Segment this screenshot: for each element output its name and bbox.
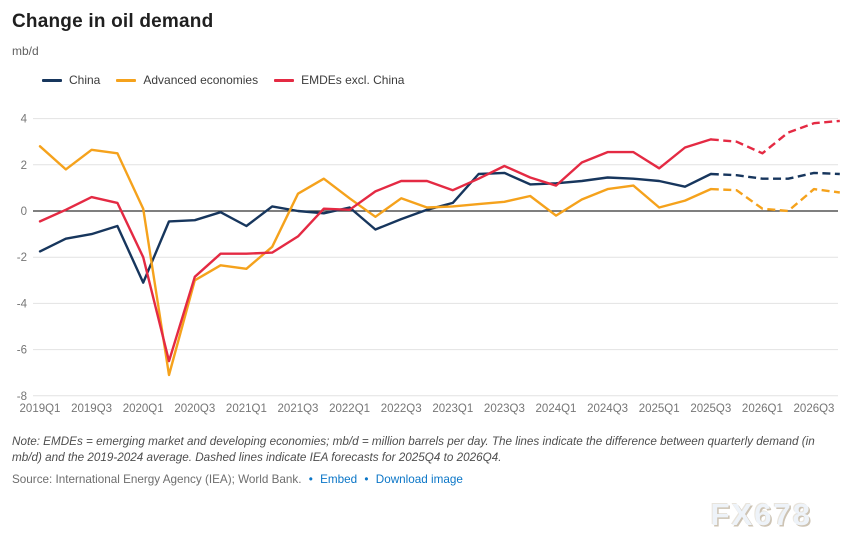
series-line-emdes-excl-china bbox=[38, 138, 712, 363]
series-line-advanced-economies bbox=[38, 145, 712, 377]
x-tick-label: 2024Q1 bbox=[536, 403, 577, 415]
x-tick-label: 2020Q3 bbox=[174, 403, 215, 415]
chart-area: 4 2 0 -2 -4 -6 -8 2019Q1 2019Q3 2020Q1 2020Q3 2021Q… bbox=[0, 91, 844, 428]
bullet-separator: • bbox=[308, 473, 313, 487]
advanced-economies-line-swatch bbox=[116, 78, 137, 82]
x-tick-label: 2023Q3 bbox=[484, 403, 525, 415]
y-tick-label: 2 bbox=[21, 160, 27, 172]
y-tick-label: -4 bbox=[17, 298, 28, 310]
y-tick-label: 0 bbox=[21, 206, 27, 218]
y-tick-label: 4 bbox=[21, 114, 28, 126]
y-tick-label: -2 bbox=[17, 252, 27, 264]
chart-header: Change in oil demand mb/d China Advanced… bbox=[0, 0, 844, 87]
chart-note: Note: EMDEs = emerging market and develo… bbox=[12, 435, 815, 465]
legend-label-advanced-economies: Advanced economies bbox=[143, 73, 259, 87]
embed-link[interactable]: Embed bbox=[320, 473, 358, 487]
x-tick-label: 2024Q3 bbox=[587, 403, 628, 415]
x-tick-label: 2022Q1 bbox=[329, 403, 370, 415]
china-line-swatch bbox=[42, 78, 62, 82]
x-tick-label: 2019Q3 bbox=[71, 403, 112, 415]
legend-label-china: China bbox=[69, 73, 101, 87]
x-tick-label: 2022Q3 bbox=[381, 403, 422, 415]
series-forecast-line-emdes-excl-china bbox=[710, 119, 840, 155]
y-tick-label: -6 bbox=[17, 345, 27, 357]
x-tick-label: 2025Q1 bbox=[639, 403, 680, 415]
x-tick-label: 2020Q1 bbox=[123, 403, 164, 415]
chart-title: Change in oil demand bbox=[12, 11, 214, 32]
x-tick-label: 2026Q1 bbox=[742, 403, 783, 415]
y-axis-unit-label: mb/d bbox=[12, 44, 39, 58]
legend-label-emdes: EMDEs excl. China bbox=[301, 73, 405, 87]
source-line: Source: International Energy Agency (IEA… bbox=[12, 473, 832, 486]
x-tick-label: 2026Q3 bbox=[794, 403, 835, 415]
legend-item-emdes: EMDEs excl. China bbox=[274, 73, 404, 87]
legend-item-china: China bbox=[42, 73, 100, 87]
watermark: FX678 bbox=[710, 497, 812, 532]
source-text: Source: International Energy Agency (IEA… bbox=[12, 473, 302, 487]
series-forecast-line-advanced-economies bbox=[710, 187, 840, 213]
series-forecast-line-china bbox=[710, 171, 840, 180]
bullet-separator: • bbox=[364, 473, 369, 487]
x-tick-label: 2023Q1 bbox=[432, 403, 473, 415]
emdes-line-swatch bbox=[274, 78, 295, 82]
x-tick-label: 2021Q1 bbox=[226, 403, 267, 415]
x-tick-label: 2019Q1 bbox=[20, 403, 61, 415]
y-tick-label: -8 bbox=[17, 391, 27, 403]
x-tick-label: 2021Q3 bbox=[278, 403, 319, 415]
legend: China Advanced economies EMDEs excl. Chi… bbox=[42, 73, 844, 87]
legend-item-advanced-economies: Advanced economies bbox=[116, 73, 258, 87]
x-tick-label: 2025Q3 bbox=[690, 403, 731, 415]
download-image-link[interactable]: Download image bbox=[375, 473, 463, 487]
